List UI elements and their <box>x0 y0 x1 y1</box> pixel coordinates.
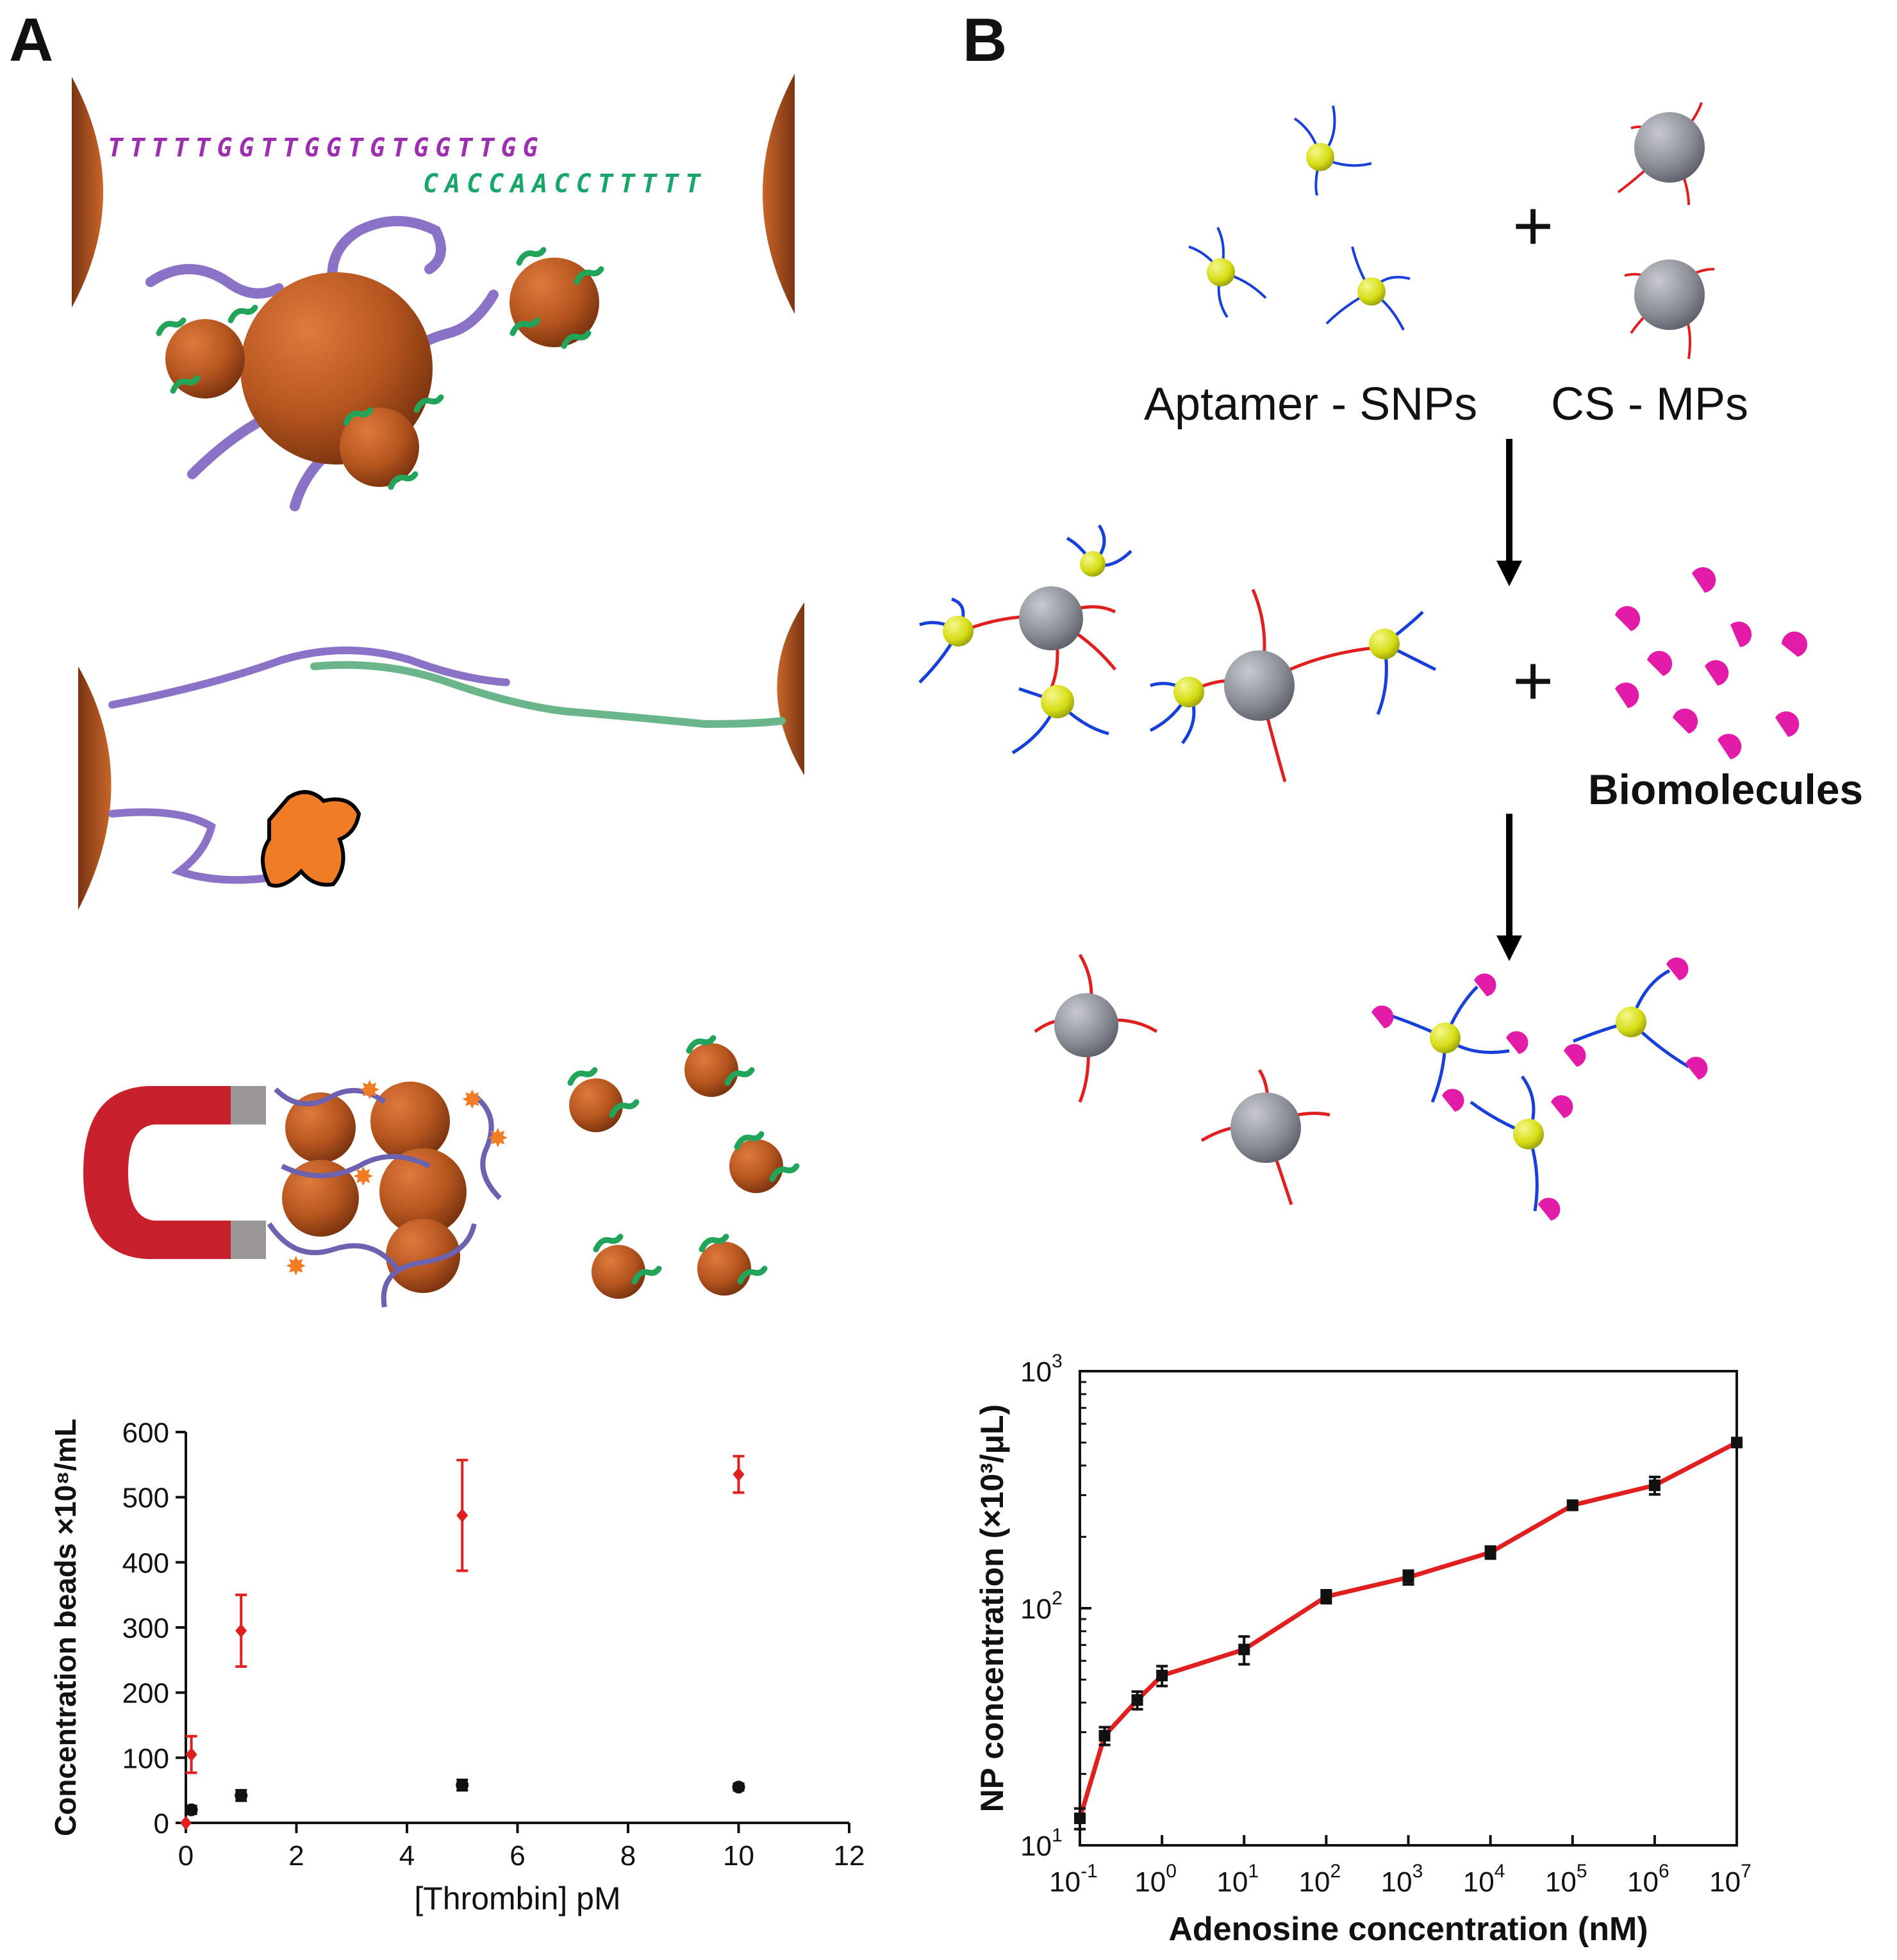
data-point <box>1566 1499 1578 1511</box>
y-tick-label: 400 <box>122 1547 169 1579</box>
panel-a-scheme-2 <box>78 602 804 910</box>
sequence-bottom: CACCAACCTTTTT <box>423 169 707 199</box>
x-tick-label: 2 <box>288 1840 304 1872</box>
biomolecule-cluster <box>1615 567 1807 759</box>
aptamer-snp-group <box>1188 105 1411 331</box>
magnet-pole <box>231 1086 266 1124</box>
free-beads <box>569 1038 797 1299</box>
left-wall-2 <box>78 666 112 910</box>
svg-text:✸: ✸ <box>352 1163 374 1191</box>
data-point-black <box>732 1781 745 1794</box>
left-wall <box>72 77 103 308</box>
data-point-black <box>456 1779 469 1792</box>
y-tick-label: 101 <box>1020 1825 1063 1862</box>
series-line <box>1077 1440 1738 1819</box>
thrombin-target <box>261 790 361 888</box>
x-axis-label: Adenosine concentration (nM) <box>1168 1911 1648 1948</box>
aptamer-snps-label: Aptamer - SNPs <box>1144 379 1477 430</box>
x-tick-label: 106 <box>1627 1861 1669 1898</box>
data-point <box>1484 1546 1496 1558</box>
chart-adenosine: 10-1 100 101 102 103 104 105 106 107 101 102 103 Ade… <box>974 1351 1752 1948</box>
aptamer-strand <box>108 646 510 709</box>
data-point <box>1156 1670 1168 1682</box>
captured-beads: ✸ ✸ ✸ ✸ ✸ <box>267 1076 509 1308</box>
y-tick-label: 102 <box>1020 1588 1063 1625</box>
y-tick-label: 500 <box>122 1483 169 1514</box>
svg-text:✸: ✸ <box>487 1124 509 1153</box>
x-tick-label: 101 <box>1216 1861 1259 1898</box>
panel-a-scheme-3: ✸ ✸ ✸ ✸ ✸ <box>83 1038 797 1308</box>
panel-a-label: A <box>9 6 54 74</box>
complementary-strand <box>310 661 786 729</box>
plus-sign: + <box>1512 186 1553 265</box>
magnet <box>83 1086 231 1259</box>
x-tick-label: 100 <box>1134 1861 1177 1898</box>
plus-sign-2: + <box>1512 641 1553 720</box>
data-point-red <box>456 1508 468 1523</box>
data-point-red <box>185 1747 197 1762</box>
svg-text:✸: ✸ <box>285 1253 307 1281</box>
x-tick-label: 10 <box>723 1840 754 1872</box>
panel-b-label: B <box>963 6 1007 74</box>
data-point <box>1402 1571 1414 1583</box>
cs-mp-group <box>1617 102 1715 359</box>
x-tick-label: 104 <box>1463 1861 1505 1898</box>
panel-a-scheme-1: TTTTTGGTTGGTGTGGTTGG CACCAACCTTTTT <box>72 74 795 511</box>
x-tick-label: 12 <box>834 1840 865 1872</box>
x-tick-label: 0 <box>178 1840 194 1872</box>
svg-text:✸: ✸ <box>461 1086 483 1114</box>
arrow-2-head <box>1496 935 1522 961</box>
separated-products <box>1034 953 1708 1221</box>
data-point <box>1238 1643 1250 1656</box>
data-point-red <box>235 1624 247 1638</box>
x-tick-label: 107 <box>1709 1861 1752 1898</box>
y-tick-label: 103 <box>1020 1351 1063 1388</box>
x-tick-label: 4 <box>399 1840 415 1872</box>
magnet-pole <box>231 1221 266 1259</box>
folded-aptamer <box>108 808 273 884</box>
x-tick-label: 10-1 <box>1049 1861 1098 1898</box>
data-point <box>1098 1729 1111 1742</box>
chart-thrombin: 0 2 4 6 8 10 12 0 100 200 300 400 500 600 [Thrombin] p… <box>49 1417 865 1916</box>
data-point <box>1074 1812 1086 1824</box>
hybrid-complex <box>918 524 1437 782</box>
x-tick-label: 105 <box>1545 1861 1587 1898</box>
arrow-1-head <box>1496 561 1522 586</box>
cs-mps-label: CS - MPs <box>1551 379 1748 430</box>
y-tick-label: 600 <box>122 1417 169 1449</box>
y-tick-label: 300 <box>122 1613 169 1644</box>
x-tick-label: 6 <box>509 1840 525 1872</box>
y-tick-label: 100 <box>122 1743 169 1774</box>
sequence-top: TTTTTGGTTGGTGTGGTTGG <box>108 133 545 163</box>
y-tick-label: 0 <box>154 1808 169 1840</box>
data-point-red <box>733 1467 745 1482</box>
y-axis-label: Concentration beads ×10⁸/mL <box>49 1419 82 1836</box>
data-point-black <box>185 1803 198 1816</box>
x-tick-label: 102 <box>1299 1861 1341 1898</box>
small-bead <box>340 408 419 487</box>
x-axis-label: [Thrombin] pM <box>414 1881 620 1916</box>
bead-cluster <box>145 216 601 511</box>
data-point <box>1131 1694 1143 1706</box>
y-axis-label: NP concentration (×10³/μL) <box>974 1404 1010 1813</box>
y-tick-label: 200 <box>122 1678 169 1709</box>
right-wall-2 <box>777 602 804 775</box>
svg-text:✸: ✸ <box>359 1076 381 1105</box>
data-point <box>1648 1479 1661 1492</box>
data-point <box>1731 1437 1743 1449</box>
x-tick-label: 103 <box>1381 1861 1423 1898</box>
data-point-black <box>235 1789 248 1802</box>
biomolecules-label: Biomolecules <box>1588 766 1863 813</box>
right-wall <box>763 74 795 314</box>
x-tick-label: 8 <box>620 1840 636 1872</box>
plot-frame <box>1079 1370 1738 1847</box>
data-point <box>1320 1590 1332 1602</box>
data-point-red <box>180 1816 192 1830</box>
panel-b-scheme: + Aptamer - SNPs CS - MPs <box>918 102 1863 1221</box>
